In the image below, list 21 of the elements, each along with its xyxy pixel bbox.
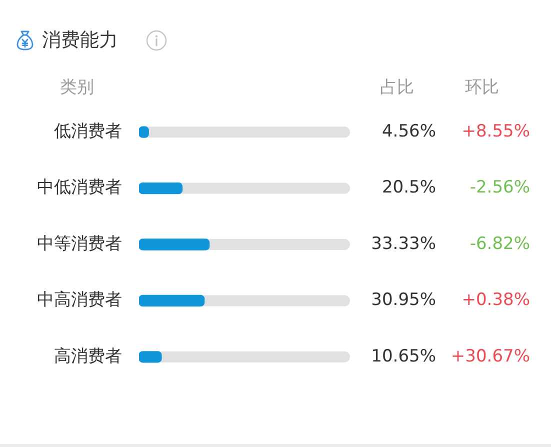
y-axis-title: 类别 xyxy=(60,77,94,98)
y-tick-label: 中等消费者 xyxy=(37,234,122,254)
text: +8.55% xyxy=(462,122,530,142)
data-label: 33.33% xyxy=(371,234,436,254)
data-label: 10.65% xyxy=(371,346,436,366)
text: 环比 xyxy=(465,77,499,98)
bar xyxy=(139,182,183,194)
bar xyxy=(139,351,162,363)
y-tick-label: 高消费者 xyxy=(54,346,122,366)
text: -6.82% xyxy=(470,234,530,254)
chart-title: 消费能力 xyxy=(42,28,118,52)
y-tick-label: 中低消费者 xyxy=(37,178,122,198)
data-label: 20.5% xyxy=(382,178,436,198)
y-tick-label: 中高消费者 xyxy=(37,290,122,310)
data-label: 4.56% xyxy=(382,122,436,142)
data-label: 30.95% xyxy=(371,290,436,310)
y-tick-label: 低消费者 xyxy=(54,122,122,142)
text: +0.38% xyxy=(462,290,530,310)
text: 占比 xyxy=(380,77,414,98)
text: -2.56% xyxy=(470,178,530,198)
text: +30.67% xyxy=(450,346,530,366)
